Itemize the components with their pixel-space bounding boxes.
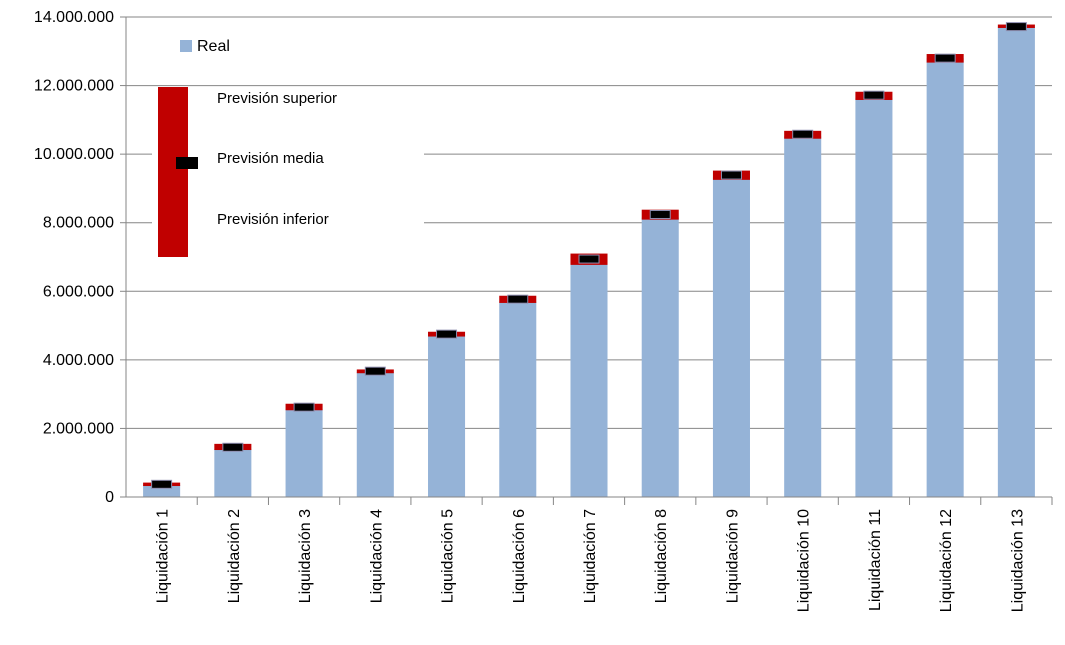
legend: Real Previsión superior Previsión media … [152, 38, 424, 270]
bar-real [997, 27, 1035, 498]
bar-real [570, 261, 608, 497]
legend-real-swatch [180, 40, 192, 52]
bar-real [712, 177, 750, 497]
forecast-media-marker [293, 402, 315, 412]
y-tick-label: 8.000.000 [43, 215, 114, 232]
x-tick-label: Liquidación 6 [511, 509, 528, 603]
legend-inferior-label: Previsión inferior [217, 211, 329, 228]
forecast-media-marker [507, 294, 529, 304]
y-tick-label: 6.000.000 [43, 283, 114, 300]
x-tick-label: Liquidación 8 [653, 509, 670, 603]
x-tick-label: Liquidación 5 [440, 509, 457, 603]
bar-real [428, 335, 466, 497]
forecast-media-marker [720, 170, 742, 180]
forecast-media-marker [792, 129, 814, 139]
legend-superior-label: Previsión superior [217, 90, 337, 107]
forecast-media-marker [436, 329, 458, 339]
legend-range-swatch [158, 87, 188, 257]
x-tick-label: Liquidación 9 [724, 509, 741, 603]
forecast-media-marker [578, 254, 600, 264]
legend-background [152, 90, 424, 270]
y-tick-label: 0 [105, 489, 114, 506]
legend-media-marker [176, 157, 198, 169]
x-tick-label: Liquidación 4 [368, 509, 385, 603]
bars-layer [143, 27, 1035, 498]
bar-real [926, 58, 964, 498]
x-tick-label: Liquidación 11 [867, 509, 884, 611]
x-tick-label: Liquidación 7 [582, 509, 599, 603]
forecast-media-marker [863, 90, 885, 100]
forecast-media-marker [364, 366, 386, 376]
legend-media-label: Previsión media [217, 150, 324, 167]
forecast-media-marker [1005, 22, 1027, 32]
forecast-media-marker [222, 442, 244, 452]
bar-real [641, 217, 679, 498]
range-layer [143, 22, 1035, 489]
bar-real [855, 97, 893, 498]
x-tick-label: Liquidación 12 [938, 509, 955, 612]
forecast-media-marker [649, 209, 671, 219]
forecast-media-marker [151, 479, 173, 489]
y-tick-label: 10.000.000 [34, 146, 114, 163]
y-tick-label: 14.000.000 [34, 9, 114, 26]
axes-layer: 0 2.000.000 4.000.000 6.000.000 8.000.000 10.… [34, 9, 1053, 612]
x-tick-label: Liquidación 1 [155, 509, 172, 603]
y-tick-label: 2.000.000 [43, 420, 114, 437]
x-tick-label: Liquidación 10 [796, 509, 813, 612]
legend-real-label: Real [197, 38, 230, 55]
bar-real [214, 449, 252, 497]
x-tick-label: Liquidación 3 [297, 509, 314, 603]
y-tick-label: 12.000.000 [34, 78, 114, 95]
bar-real [499, 301, 537, 497]
x-tick-label: Liquidación 2 [226, 509, 243, 603]
bar-real [285, 408, 323, 497]
bar-real [356, 372, 394, 497]
y-tick-label: 4.000.000 [43, 352, 114, 369]
bar-real [784, 136, 822, 498]
forecast-media-marker [934, 53, 956, 63]
x-tick-label: Liquidación 13 [1009, 509, 1026, 612]
